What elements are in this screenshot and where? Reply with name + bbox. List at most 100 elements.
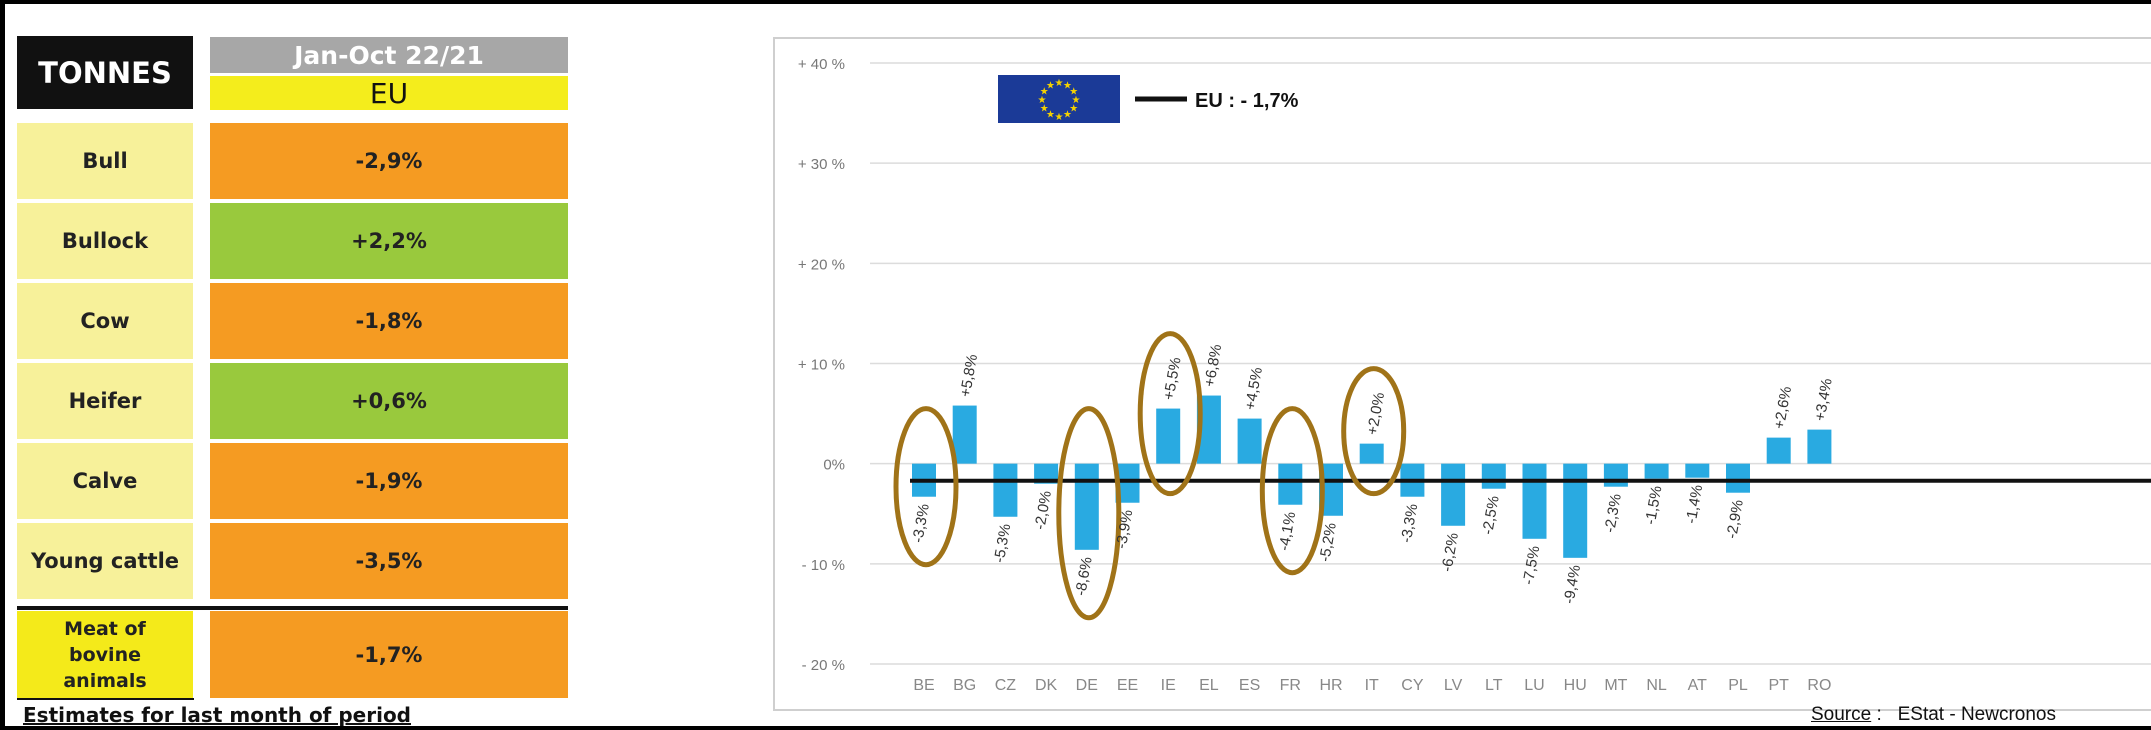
x-tick-label: FR — [1280, 677, 1301, 694]
bar-pt — [1766, 437, 1791, 464]
data-label-hr: -5,2% — [1316, 521, 1340, 563]
x-tick-label: CY — [1401, 677, 1424, 694]
x-tick-label: HR — [1319, 677, 1342, 694]
bar-it — [1359, 443, 1384, 464]
data-label-be: -3,3% — [909, 502, 933, 544]
star-icon: ★ — [1040, 87, 1049, 98]
period-header: Jan-Oct 22/21 — [210, 37, 568, 73]
row-value-calve: -1,9% — [210, 443, 568, 519]
bar-cz — [993, 463, 1018, 517]
y-tick-label: 0% — [823, 457, 845, 474]
chart-panel: + 40 % + 30 % + 20 % + 10 % 0% - 10 % - 20 % -… — [773, 37, 2151, 711]
bar-es — [1237, 418, 1262, 464]
x-tick-label: LT — [1485, 677, 1503, 694]
x-axis-ticks: BE BG CZ DK DE EE IE EL ES FR HR IT CY LV LT LU HU MT NL AT… — [913, 677, 1831, 694]
data-label-es: +4,5% — [1242, 366, 1266, 411]
data-label-fr: -4,1% — [1276, 510, 1300, 552]
highlight-ellipses — [893, 331, 1407, 621]
row-label-bullock: Bullock — [17, 203, 193, 279]
data-label-de: -8,6% — [1072, 556, 1096, 598]
bars — [912, 395, 1832, 558]
x-tick-label: PL — [1728, 677, 1748, 694]
data-label-ee: -3,9% — [1113, 508, 1137, 550]
data-label-el: +6,8% — [1201, 343, 1225, 388]
y-tick-label: + 30 % — [798, 156, 845, 173]
y-tick-label: + 10 % — [798, 357, 845, 374]
data-label-mt: -2,3% — [1601, 492, 1625, 534]
star-icon: ★ — [1069, 104, 1078, 115]
bar-at — [1685, 463, 1710, 478]
x-tick-label: IT — [1365, 677, 1379, 694]
x-tick-label: ES — [1239, 677, 1260, 694]
bar-de — [1074, 463, 1099, 550]
star-icon: ★ — [1063, 110, 1072, 121]
data-label-nl: -1,5% — [1642, 484, 1666, 526]
y-tick-label: + 20 % — [798, 256, 845, 273]
x-tick-label: MT — [1604, 677, 1627, 694]
source-text: EStat - Newcronos — [1897, 704, 2057, 725]
footnote: Estimates for last month of period — [23, 703, 411, 726]
x-tick-label: IE — [1161, 677, 1176, 694]
row-value-heifer: +0,6% — [210, 363, 568, 439]
highlight-ellipse-ie — [1137, 331, 1203, 497]
bar-ro — [1807, 429, 1832, 464]
highlight-ellipse-be — [893, 406, 959, 568]
row-label-total: Meat of bovine animals — [17, 611, 193, 698]
data-label-it: +2,0% — [1364, 391, 1388, 436]
y-tick-label: - 20 % — [802, 657, 845, 674]
bar-nl — [1644, 463, 1669, 479]
star-icon: ★ — [1069, 87, 1078, 98]
data-label-pt: +2,6% — [1771, 385, 1795, 430]
bar-dk — [1034, 463, 1059, 484]
highlight-ellipse-fr — [1259, 406, 1325, 576]
bar-pl — [1726, 463, 1750, 493]
bar-hu — [1563, 463, 1588, 558]
bar-lu — [1522, 463, 1547, 539]
source-separator: : — [1871, 704, 1882, 725]
row-value-cow: -1,8% — [210, 283, 568, 359]
data-label-ro: +3,4% — [1812, 377, 1836, 422]
highlight-ellipse-de — [1056, 406, 1122, 621]
row-value-bull: -2,9% — [210, 123, 568, 199]
table-bottom-rule — [17, 698, 194, 700]
data-label-pl: -2,9% — [1723, 498, 1747, 540]
x-tick-label: EE — [1117, 677, 1138, 694]
y-tick-label: - 10 % — [802, 557, 845, 574]
row-value-young-cattle: -3,5% — [210, 523, 568, 599]
source-label: Source — [1811, 704, 1872, 725]
x-tick-label: DE — [1076, 677, 1098, 694]
row-value-total: -1,7% — [210, 611, 568, 698]
row-label-young-cattle: Young cattle — [17, 523, 193, 599]
data-label-lv: -6,2% — [1438, 532, 1462, 574]
legend-label: EU : - 1,7% — [1195, 90, 1299, 112]
data-label-cy: -3,3% — [1398, 502, 1422, 544]
data-label-cz: -5,3% — [991, 522, 1015, 564]
data-label-lu: -7,5% — [1520, 545, 1544, 587]
row-label-bull: Bull — [17, 123, 193, 199]
eu-flag-icon — [998, 75, 1120, 123]
star-icon: ★ — [1072, 95, 1081, 106]
total-separator — [17, 606, 568, 610]
region-header: EU — [210, 76, 568, 110]
x-tick-label: PT — [1768, 677, 1789, 694]
bar-lt — [1481, 463, 1506, 489]
y-tick-label: + 40 % — [798, 56, 845, 73]
data-label-lt: -2,5% — [1479, 494, 1503, 536]
data-labels: -3,3%+5,8%-5,3%-2,0%-8,6%-3,9%+5,5% +6,8%… — [893, 331, 1836, 621]
bar-mt — [1603, 463, 1628, 487]
x-tick-label: CZ — [995, 677, 1017, 694]
bar-fr — [1278, 463, 1303, 505]
eu-stars-icon: ★★★★★★★★★ ★ ★★ — [1038, 78, 1081, 123]
x-tick-label: LV — [1444, 677, 1463, 694]
highlight-ellipse-it — [1341, 366, 1407, 497]
row-label-heifer: Heifer — [17, 363, 193, 439]
star-icon: ★ — [1038, 95, 1047, 106]
star-icon: ★ — [1063, 80, 1072, 91]
data-label-hu: -9,4% — [1561, 564, 1585, 606]
bar-ie — [1156, 408, 1181, 464]
x-tick-label: RO — [1807, 677, 1831, 694]
x-tick-label: BE — [913, 677, 934, 694]
star-icon: ★ — [1040, 104, 1049, 115]
bar-lv — [1441, 463, 1466, 526]
bar-chart: + 40 % + 30 % + 20 % + 10 % 0% - 10 % - 20 % -… — [798, 56, 2151, 694]
